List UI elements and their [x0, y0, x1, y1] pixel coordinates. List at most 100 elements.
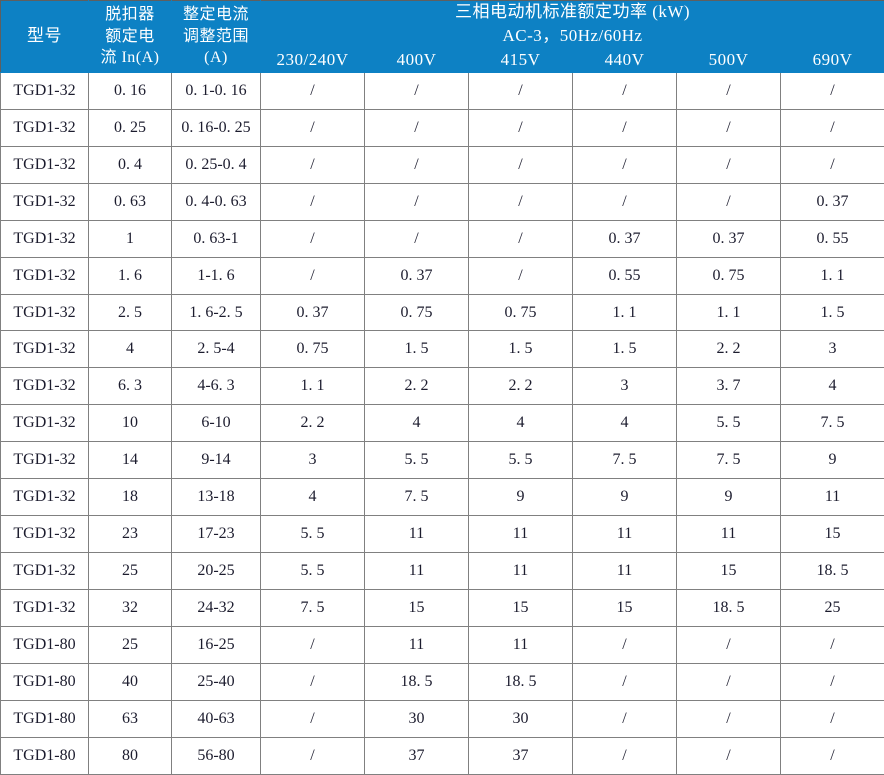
cell-power-415v: / — [468, 108, 573, 147]
cell-adjust-range: 56-80 — [171, 736, 261, 775]
header-group-title: 三相电动机标准额定功率 (kW) — [259, 0, 884, 25]
header-sub-title: AC-3，50Hz/60Hz — [259, 23, 884, 49]
cell-model: TGD1-32 — [0, 441, 89, 480]
cell-rated-current: 0. 63 — [88, 182, 172, 221]
cell-power-500v: 11 — [676, 515, 781, 554]
cell-power-230-240v: / — [260, 700, 365, 738]
cell-power-500v: / — [676, 108, 781, 147]
cell-adjust-range: 40-63 — [171, 700, 261, 738]
cell-power-400v: 1. 5 — [364, 330, 469, 369]
cell-power-440v: / — [572, 700, 677, 738]
cell-power-400v: / — [364, 71, 469, 110]
cell-rated-current: 18 — [88, 478, 172, 517]
cell-power-230-240v: 0. 75 — [260, 330, 365, 369]
cell-power-400v: 37 — [364, 736, 469, 775]
cell-power-400v: / — [364, 108, 469, 147]
cell-model: TGD1-32 — [0, 330, 89, 369]
cell-power-400v: 15 — [364, 589, 469, 628]
cell-power-230-240v: / — [260, 219, 365, 258]
cell-adjust-range: 16-25 — [171, 626, 261, 665]
header-voltage-400v: 400V — [364, 47, 469, 73]
cell-power-415v: 37 — [468, 736, 573, 775]
header-adjust-range-line-2: (A) — [204, 49, 228, 67]
cell-model: TGD1-32 — [0, 478, 89, 517]
cell-power-440v: 9 — [572, 478, 677, 517]
cell-adjust-range: 4-6. 3 — [171, 367, 261, 406]
header-rated-current-line-0: 脱扣器 — [105, 6, 155, 24]
cell-power-690v: 1. 1 — [779, 256, 884, 295]
cell-power-230-240v: / — [260, 626, 365, 665]
cell-rated-current: 23 — [88, 515, 172, 554]
cell-power-400v: 18. 5 — [364, 663, 469, 702]
cell-power-400v: / — [364, 219, 469, 258]
cell-power-690v: 7. 5 — [779, 404, 884, 443]
cell-power-400v: 0. 37 — [364, 256, 469, 295]
table-row: TGD1-32 0. 4 0. 25-0. 4// / / / / — [0, 145, 884, 184]
cell-power-500v: 0. 75 — [676, 256, 781, 295]
cell-model: TGD1-32 — [0, 108, 89, 147]
cell-power-400v: / — [364, 145, 469, 184]
cell-adjust-range: 20-25 — [171, 552, 261, 591]
cell-power-500v: 15 — [676, 552, 781, 591]
cell-adjust-range: 13-18 — [171, 478, 261, 517]
table-row: TGD1-80 80 56-80/37 37// / — [0, 736, 884, 775]
cell-adjust-range: 0. 25-0. 4 — [171, 145, 261, 184]
table-row: TGD1-32 1 0. 63-1///0. 37 0. 37 0. 55 — [0, 219, 884, 258]
cell-rated-current: 1. 6 — [88, 256, 172, 295]
cell-rated-current: 80 — [88, 736, 172, 775]
cell-power-500v: 2. 2 — [676, 330, 781, 369]
cell-model: TGD1-32 — [0, 182, 89, 221]
cell-power-415v: / — [468, 219, 573, 258]
cell-power-400v: 5. 5 — [364, 441, 469, 480]
cell-power-440v: 15 — [572, 589, 677, 628]
cell-rated-current: 25 — [88, 552, 172, 591]
cell-power-500v: / — [676, 736, 781, 775]
table-body: TGD1-32 0. 16 0. 1-0. 16// / / / / TGD1-32 0. 25… — [0, 71, 884, 775]
cell-power-230-240v: 1. 1 — [260, 367, 365, 406]
cell-power-400v: 7. 5 — [364, 478, 469, 517]
table-row: TGD1-32 32 24-32 7. 5 15 15 15 18. 5 25 — [0, 589, 884, 628]
cell-rated-current: 63 — [88, 700, 172, 738]
cell-adjust-range: 17-23 — [171, 515, 261, 554]
cell-power-440v: / — [572, 182, 677, 221]
cell-power-415v: 0. 75 — [468, 293, 573, 332]
cell-power-230-240v: / — [260, 182, 365, 221]
cell-model: TGD1-32 — [0, 145, 89, 184]
cell-power-415v: / — [468, 71, 573, 110]
cell-power-230-240v: 5. 5 — [260, 552, 365, 591]
cell-power-440v: 11 — [572, 552, 677, 591]
cell-power-440v: 11 — [572, 515, 677, 554]
cell-power-415v: 11 — [468, 626, 573, 665]
cell-power-230-240v: / — [260, 736, 365, 775]
cell-model: TGD1-32 — [0, 552, 89, 591]
cell-power-440v: / — [572, 626, 677, 665]
cell-power-500v: 5. 5 — [676, 404, 781, 443]
cell-model: TGD1-32 — [0, 404, 89, 443]
cell-model: TGD1-32 — [0, 71, 89, 110]
cell-power-690v: / — [779, 71, 884, 110]
cell-rated-current: 14 — [88, 441, 172, 480]
cell-power-230-240v: / — [260, 256, 365, 295]
cell-model: TGD1-32 — [0, 219, 89, 258]
cell-power-690v: / — [779, 108, 884, 147]
cell-power-440v: / — [572, 108, 677, 147]
cell-adjust-range: 9-14 — [171, 441, 261, 480]
header-adjust-range-line-1: 调整范围 — [182, 27, 249, 45]
table-row: TGD1-32 25 20-25 5. 5 11 11 11 15 18. 5 — [0, 552, 884, 591]
cell-model: TGD1-80 — [0, 736, 89, 775]
cell-rated-current: 0. 25 — [88, 108, 172, 147]
cell-model: TGD1-32 — [0, 589, 89, 628]
cell-rated-current: 2. 5 — [88, 293, 172, 332]
cell-power-230-240v: / — [260, 108, 365, 147]
cell-power-415v: / — [468, 145, 573, 184]
header-row-subtitle: AC-3，50Hz/60Hz — [1, 23, 884, 49]
cell-power-415v: 2. 2 — [468, 367, 573, 406]
cell-power-690v: 11 — [779, 478, 884, 517]
cell-power-400v: 11 — [364, 626, 469, 665]
cell-power-230-240v: 5. 5 — [260, 515, 365, 554]
cell-power-415v: 9 — [468, 478, 573, 517]
cell-adjust-range: 2. 5-4 — [171, 330, 261, 369]
cell-power-690v: / — [779, 626, 884, 665]
cell-adjust-range: 6-10 — [171, 404, 261, 443]
